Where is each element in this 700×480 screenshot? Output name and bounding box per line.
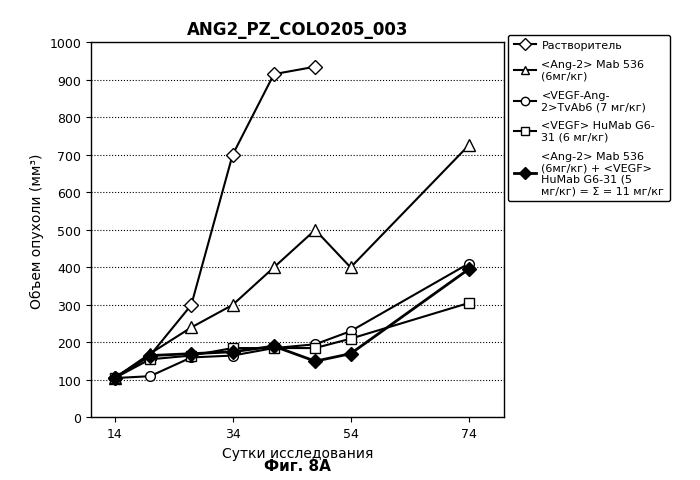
Y-axis label: Объем опухоли (мм³): Объем опухоли (мм³) — [30, 153, 44, 308]
Title: ANG2_PZ_COLO205_003: ANG2_PZ_COLO205_003 — [187, 21, 408, 39]
Text: Фиг. 8А: Фиг. 8А — [264, 458, 331, 473]
X-axis label: Сутки исследования: Сутки исследования — [222, 446, 373, 460]
Legend: Растворитель, <Ang-2> Mab 536
(6мг/кг), <VEGF-Ang-
2>TvAb6 (7 мг/кг), <VEGF> HuM: Растворитель, <Ang-2> Mab 536 (6мг/кг), … — [508, 36, 670, 202]
